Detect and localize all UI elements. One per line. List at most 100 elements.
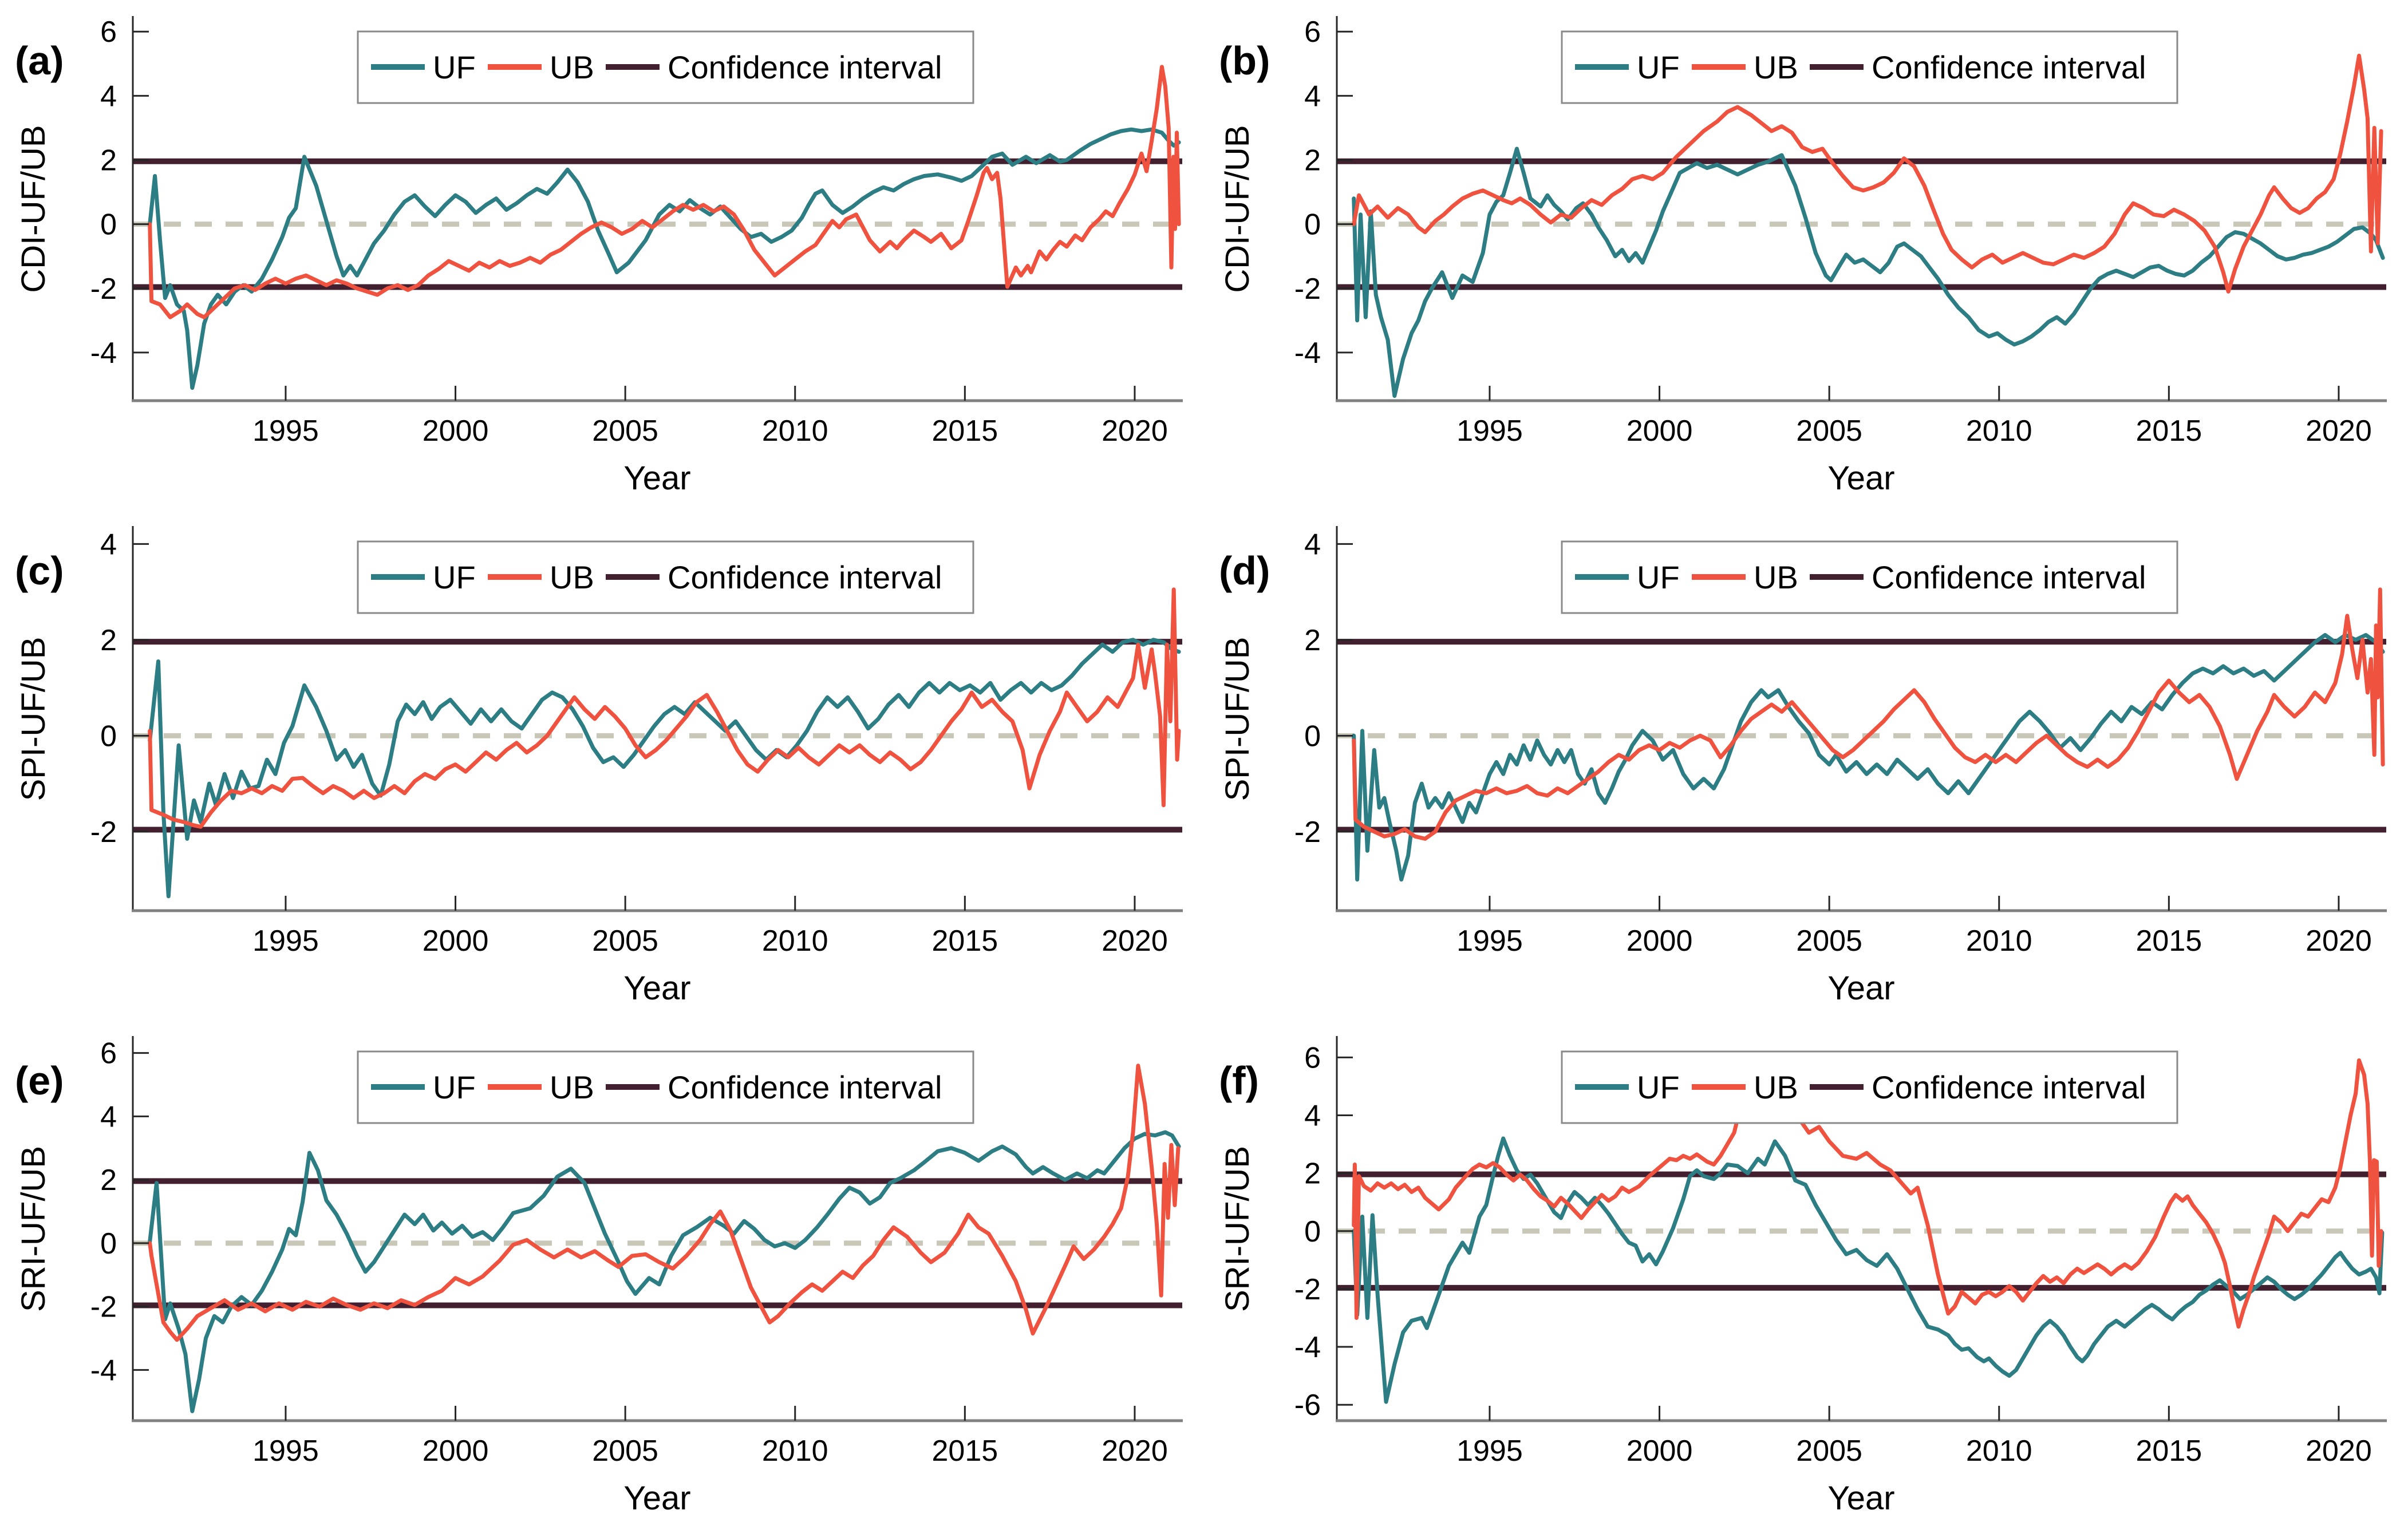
x-ticks-group: 1995 2000 2005 2010 2015 2020 [252, 386, 1168, 448]
chart-panel-d: (d) 420-2 1995 2000 2005 2010 2015 2020 Year … [1219, 526, 2387, 1007]
x-tick-label: 1995 [252, 924, 319, 958]
uf-series-line [1352, 632, 2385, 882]
chart-panel-e: (e) 6 4 2 0 -2 -4 1995 2000 2005 2010 2015 2020 Ye… [15, 1036, 1183, 1517]
y-tick-label: 4 [1304, 80, 1321, 113]
y-ticks-group: 4 2 0 -2 [1294, 528, 1353, 849]
legend-box [1561, 540, 2178, 614]
ub-legend-label: UB [1754, 49, 1798, 85]
x-tick-label: 2010 [1966, 414, 2032, 448]
series-group [148, 587, 1181, 899]
x-tick-label: 2015 [932, 924, 998, 958]
uf-series-line [1352, 147, 2385, 398]
x-tick-label: 2020 [1102, 414, 1168, 448]
legend-box [357, 1050, 974, 1124]
x-tick-label: 2020 [2306, 1434, 2372, 1468]
x-tick-label: 2020 [1102, 1434, 1168, 1468]
ci-legend-label: Confidence interval [668, 1069, 942, 1105]
y-tick-label: 2 [100, 144, 117, 177]
y-tick-label: 0 [1304, 719, 1321, 753]
panel-f: (f) 6 4 2 0 -2 -4 -6 1995 2000 2005 2010 2015 2020 … [1204, 1020, 2408, 1530]
panel-letter: (f) [1219, 1058, 1259, 1103]
legend: UF UB Confidence interval [357, 1050, 974, 1124]
y-axis-label: SPI-UF/UB [1219, 637, 1256, 801]
x-ticks-group: 1995 2000 2005 2010 2015 2020 [252, 896, 1168, 958]
ub-legend-label: UB [550, 559, 594, 595]
y-axis-label: SRI-UF/UB [1219, 1146, 1256, 1312]
y-tick-label: 4 [1304, 1100, 1321, 1133]
panel-letter: (c) [15, 548, 64, 593]
ci-legend-label: Confidence interval [668, 49, 942, 85]
y-tick-label: -4 [1294, 1331, 1321, 1364]
series-group [1352, 587, 2385, 882]
x-axis-label: Year [1827, 970, 1894, 1007]
y-tick-label: -6 [1294, 1389, 1321, 1422]
y-tick-label: 2 [100, 1164, 117, 1197]
y-ticks-group: 6 4 2 0 -2 -4 -6 [1294, 1041, 1353, 1422]
y-tick-label: 4 [100, 528, 117, 561]
y-tick-label: -2 [1294, 816, 1321, 849]
x-ticks-group: 1995 2000 2005 2010 2015 2020 [1456, 1406, 2372, 1468]
uf-series-line [148, 1130, 1181, 1413]
x-tick-label: 2010 [1966, 1434, 2032, 1468]
y-tick-label: -4 [1294, 337, 1321, 370]
y-axis-label: CDI-UF/UB [1219, 125, 1256, 292]
panel-c: (c) 4 2 0 -2 1995 2000 2005 2010 2015 2020 Year … [0, 510, 1204, 1020]
y-tick-label: 6 [100, 15, 117, 49]
x-tick-label: 2000 [423, 924, 489, 958]
x-tick-label: 2000 [1627, 924, 1693, 958]
x-tick-label: 2000 [1627, 1434, 1693, 1468]
ub-legend-label: UB [1754, 559, 1798, 595]
panel-d: (d) 4 2 0 -2 1995 2000 2005 2010 2015 2020 Year … [1204, 510, 2408, 1020]
ub-legend-label: UB [1754, 1069, 1798, 1105]
uf-series-line [148, 127, 1181, 390]
x-tick-label: 1995 [1456, 414, 1523, 448]
x-tick-label: 2005 [592, 1434, 658, 1468]
y-tick-label: 2 [100, 624, 117, 657]
x-tick-label: 1995 [1456, 924, 1523, 958]
x-axis-label: Year [623, 970, 690, 1007]
panel-letter: (a) [15, 38, 64, 83]
x-tick-label: 2015 [932, 414, 998, 448]
ub-series-line [148, 1064, 1181, 1342]
panel-b: (b) 6 4 2 0 -2 -4 1995 2000 2005 2010 2015 2020 Ye… [1204, 0, 2408, 510]
y-ticks-group: 6 4 2 0 -2 -4 [90, 15, 149, 370]
y-ticks-group: 4 2 0 -2 [90, 528, 149, 849]
y-tick-label: 0 [1304, 1215, 1321, 1248]
legend: UF UB Confidence interval [357, 30, 974, 104]
ci-legend-label: Confidence interval [668, 559, 942, 595]
x-tick-label: 2010 [1966, 924, 2032, 958]
panel-letter: (b) [1219, 38, 1270, 83]
x-tick-label: 2020 [2306, 924, 2372, 958]
panel-a: (a) 6 4 2 0 -2 -4 1995 2000 2005 2010 2015 2020 Ye… [0, 0, 1204, 510]
x-tick-label: 2015 [2136, 1434, 2202, 1468]
y-tick-label: 0 [100, 208, 117, 242]
ub-series-line [1352, 587, 2385, 841]
x-tick-label: 2000 [423, 1434, 489, 1468]
y-tick-label: 4 [1304, 528, 1321, 561]
y-tick-label: 6 [1304, 1041, 1321, 1074]
legend-box [1561, 30, 2178, 104]
x-tick-label: 2010 [762, 924, 828, 958]
y-tick-label: 2 [1304, 624, 1321, 657]
chart-panel-b: (b) 6 4 2 0 -2 -4 1995 2000 2005 2010 2015 2020 Ye… [1219, 15, 2387, 497]
x-tick-label: 2010 [762, 1434, 828, 1468]
x-tick-label: 2020 [1102, 924, 1168, 958]
x-tick-label: 2005 [1796, 1434, 1862, 1468]
series-group [1352, 1058, 2385, 1404]
y-tick-label: -2 [90, 816, 117, 849]
y-tick-label: -2 [1294, 1273, 1321, 1306]
ub-legend-label: UB [550, 1069, 594, 1105]
y-tick-label: 4 [100, 80, 117, 113]
x-tick-label: 2005 [1796, 414, 1862, 448]
y-tick-label: -2 [1294, 272, 1321, 306]
series-group [148, 1064, 1181, 1413]
y-tick-label: 2 [1304, 144, 1321, 177]
y-tick-label: 0 [1304, 208, 1321, 242]
y-tick-label: -2 [90, 1291, 117, 1324]
y-tick-label: 6 [1304, 15, 1321, 49]
legend: UF UB Confidence interval [1561, 30, 2178, 104]
uf-legend-label: UF [433, 1069, 476, 1105]
x-tick-label: 1995 [1456, 1434, 1523, 1468]
